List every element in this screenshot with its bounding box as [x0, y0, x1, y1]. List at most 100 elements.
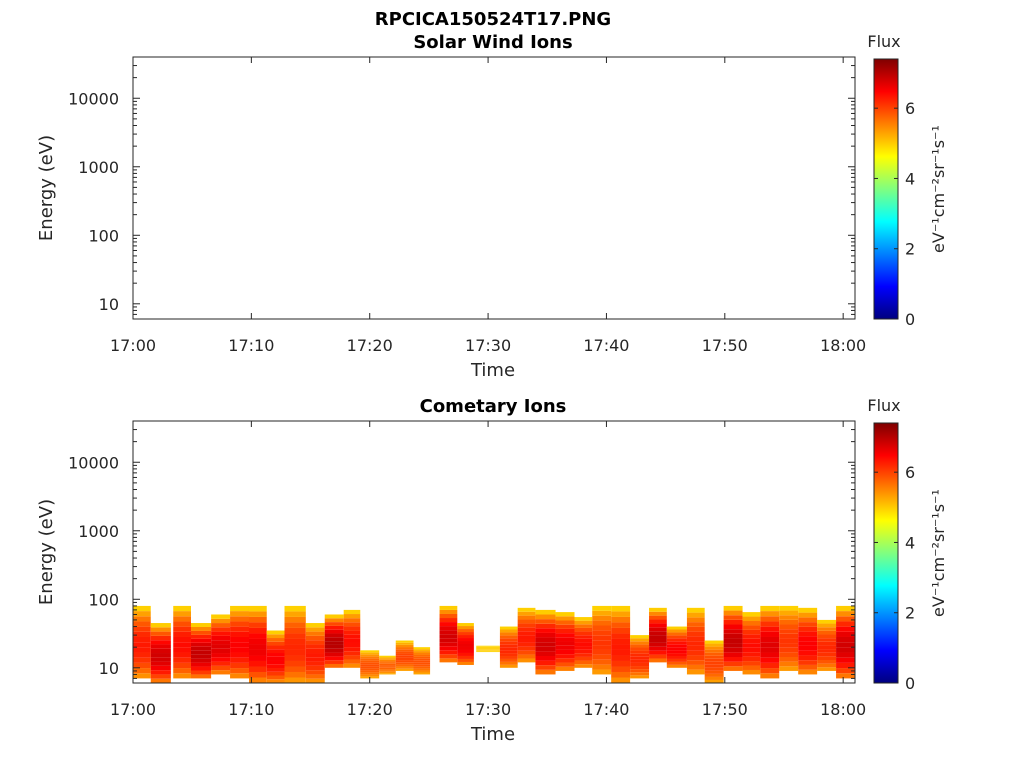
spectrogram-cell — [666, 635, 687, 639]
spectrogram-cell — [555, 620, 575, 625]
spectrogram-cell — [211, 657, 231, 662]
spectrogram-cell — [395, 668, 414, 671]
spectrogram-cell — [413, 651, 431, 654]
spectrogram-cell — [343, 609, 361, 615]
spectrogram-cell — [324, 633, 344, 638]
spectrogram-cell — [723, 615, 743, 620]
spectrogram-cell — [574, 653, 593, 657]
spectrogram-cell — [592, 640, 612, 646]
spectrogram-cell — [742, 647, 761, 653]
spectrogram-cell — [173, 657, 191, 663]
spectrogram-cell — [248, 655, 267, 661]
spectrogram-cell — [592, 645, 612, 650]
spectrogram-cell — [211, 644, 231, 649]
spectrogram-cell — [649, 654, 667, 659]
spectrogram-cell — [760, 657, 780, 663]
spectrogram-cell — [798, 641, 818, 646]
colorbar-units: eV⁻¹cm⁻²sr⁻¹s⁻¹ — [929, 489, 948, 617]
colorbar-label: Flux — [867, 32, 900, 51]
spectrogram-cell — [305, 657, 325, 662]
spectrogram-cell — [284, 660, 306, 667]
spectrogram-cell — [230, 673, 249, 679]
spectrogram-cell — [248, 622, 267, 628]
spectrogram-cell — [360, 666, 380, 669]
spectrogram-cell — [517, 650, 536, 655]
spectrogram-cell — [704, 646, 724, 650]
spectrogram-cell — [266, 675, 285, 680]
spectrogram-cell — [248, 649, 267, 656]
spectrogram-cell — [360, 654, 380, 657]
spectrogram-cell — [630, 638, 650, 642]
spectrogram-cell — [836, 662, 855, 669]
spectrogram-cell — [836, 657, 855, 663]
spectrogram-cell — [191, 654, 212, 659]
spectrogram-cell — [630, 653, 650, 657]
spectrogram-cell — [248, 666, 267, 672]
spectrogram-cell — [230, 642, 249, 648]
spectrogram-cell — [630, 659, 650, 663]
spectrogram-cell — [517, 646, 536, 651]
spectrogram-cell — [555, 628, 575, 634]
spectrogram-cell — [230, 662, 249, 669]
spectrogram-cell — [248, 671, 267, 678]
spectrogram-cell — [611, 660, 631, 667]
spectrogram-cell — [360, 670, 380, 673]
spectrogram-cell — [686, 641, 705, 646]
spectrogram-cell — [191, 634, 212, 639]
spectrogram-cell — [611, 605, 631, 612]
spectrogram-cell — [343, 630, 361, 635]
spectrogram-cell — [742, 616, 761, 621]
spectrogram-cell — [305, 623, 325, 628]
colorbar-gradient — [873, 422, 899, 684]
spectrogram-cell — [476, 650, 500, 652]
spectrogram-cell — [817, 638, 837, 642]
spectrogram-cell — [248, 611, 267, 617]
spectrogram-cell — [248, 638, 267, 645]
spectrogram-cell — [535, 637, 556, 643]
spectrogram-cell — [760, 662, 780, 669]
x-tick-label: 17:40 — [583, 700, 629, 719]
spectrogram-cell — [649, 642, 667, 647]
spectrogram-cell — [211, 631, 231, 636]
spectrogram-cell — [284, 605, 306, 612]
spectrogram-cell — [476, 648, 500, 650]
solar-wind-ylabel: Energy (eV) — [36, 135, 57, 241]
spectrogram-cell — [723, 638, 743, 644]
spectrogram-cell — [742, 612, 761, 617]
spectrogram-cell — [266, 634, 285, 639]
spectrogram-cell — [499, 656, 518, 659]
spectrogram-cell — [836, 621, 855, 627]
spectrogram-cell — [686, 669, 705, 675]
spectrogram-cell — [457, 658, 474, 662]
spectrogram-cell — [324, 660, 344, 664]
spectrogram-cell — [360, 672, 380, 675]
spectrogram-cell — [395, 644, 414, 648]
spectrogram-cell — [457, 635, 474, 639]
spectrogram-cell — [666, 644, 687, 648]
spectrogram-cell — [760, 616, 780, 622]
spectrogram-cell — [611, 671, 631, 678]
spectrogram-cell — [150, 640, 171, 645]
spectrogram-cell — [742, 665, 761, 670]
spectrogram-cell — [379, 665, 396, 667]
spectrogram-cell — [230, 636, 249, 643]
spectrogram-cell — [742, 652, 761, 657]
spectrogram-cell — [574, 620, 593, 625]
spectrogram-cell — [395, 642, 414, 645]
spectrogram-cell — [360, 650, 380, 653]
spectrogram-cell — [836, 626, 855, 632]
spectrogram-cell — [574, 649, 593, 654]
spectrogram-cell — [760, 636, 780, 643]
spectrogram-cell — [555, 658, 575, 663]
spectrogram-cell — [150, 665, 171, 671]
spectrogram-cell — [666, 658, 687, 662]
y-tick-label: 100 — [88, 590, 119, 609]
x-tick-label: 18:00 — [820, 700, 866, 719]
spectrogram-cell — [517, 615, 536, 620]
spectrogram-cell — [499, 629, 518, 633]
spectrogram-cell — [248, 677, 267, 683]
spectrogram-cell — [836, 673, 855, 679]
colorbar-tick-label: 2 — [905, 240, 915, 259]
y-tick-label: 10 — [99, 659, 119, 678]
spectrogram-cell — [817, 656, 837, 660]
